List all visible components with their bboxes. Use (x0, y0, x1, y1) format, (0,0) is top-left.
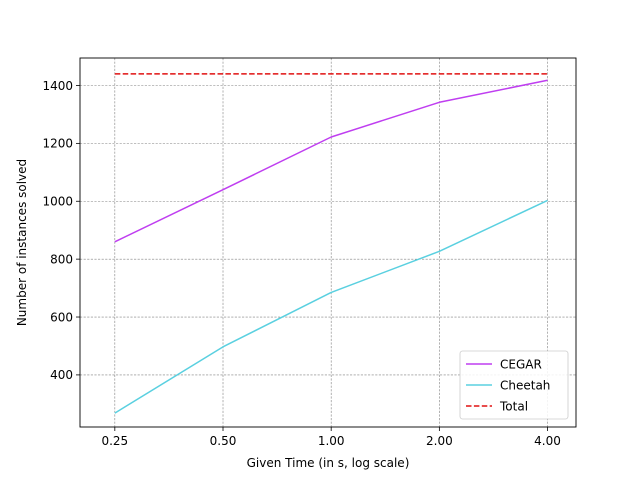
series-layer (114, 73, 548, 414)
x-tick-label: 2.00 (426, 434, 453, 448)
plot-frame (79, 57, 577, 428)
legend-label-total: Total (499, 399, 528, 413)
y-axis-ticks: 400 600 800 1000 1200 1400 (42, 79, 80, 382)
x-axis-label: Given Time (in s, log scale) (247, 456, 410, 470)
series-line-cheetah (114, 199, 548, 414)
x-tick-label: 0.25 (101, 434, 128, 448)
y-tick-label: 600 (50, 310, 73, 324)
y-tick-label: 1000 (42, 195, 73, 209)
legend-label-cegar: CEGAR (500, 357, 542, 371)
x-tick-label: 1.00 (318, 434, 345, 448)
x-tick-label: 0.50 (210, 434, 237, 448)
legend: CEGAR Cheetah Total (459, 350, 569, 420)
grid (80, 58, 576, 427)
y-tick-label: 400 (50, 368, 73, 382)
legend-box (459, 350, 569, 420)
y-tick-label: 1200 (42, 137, 73, 151)
y-tick-label: 1400 (42, 79, 73, 93)
y-axis-label: Number of instances solved (15, 159, 29, 326)
series-line-cegar (114, 79, 548, 243)
x-tick-label: 4.00 (534, 434, 561, 448)
legend-label-cheetah: Cheetah (500, 378, 550, 392)
y-tick-label: 800 (50, 252, 73, 266)
x-axis-ticks: 0.25 0.50 1.00 2.00 4.00 (101, 427, 561, 448)
